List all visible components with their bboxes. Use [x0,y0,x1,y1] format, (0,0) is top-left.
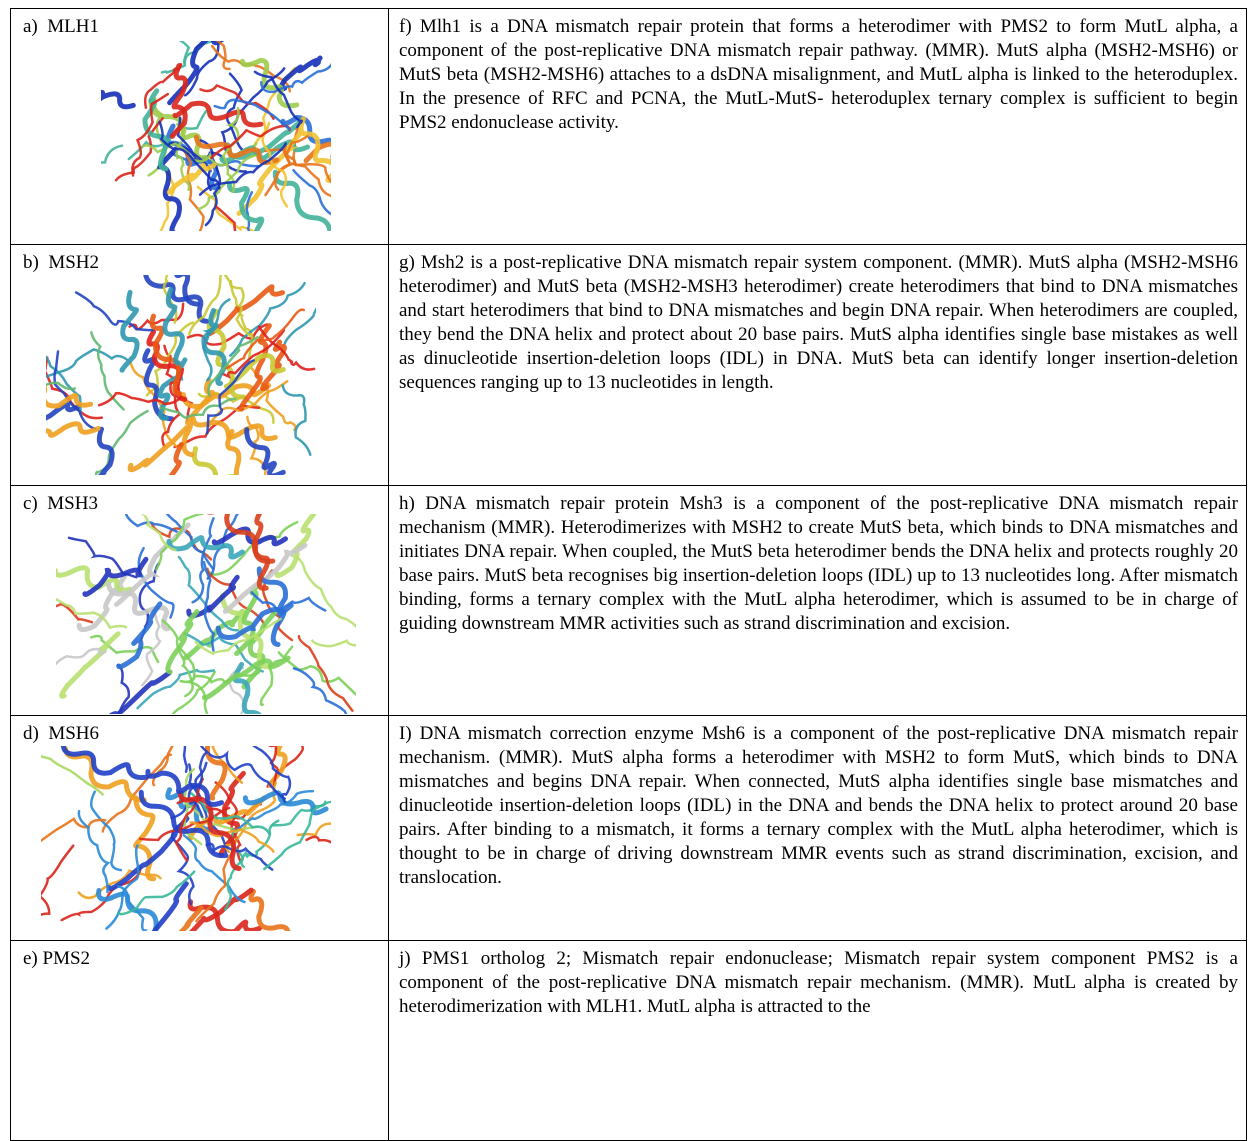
label-cell: c) MSH3 [11,486,389,716]
label-cell: a) MLH1 [11,9,389,245]
ribbon [312,641,356,649]
text-cell: g) Msh2 is a post-replicative DNA mismat… [389,245,1247,486]
ribbon [41,819,105,842]
row-label: b) MSH2 [23,251,99,275]
page: a) MLH1 f) Mlh1 is a DNA mismatch repair… [0,0,1252,1046]
ribbon [251,891,303,931]
ribbon [62,634,118,697]
ribbon [285,146,331,186]
ribbon [117,514,175,550]
text-cell: f) Mlh1 is a DNA mismatch repair protein… [389,9,1247,245]
ribbon [194,449,250,475]
protein-structure [46,275,316,475]
ribbon [91,792,121,870]
description: h) DNA mismatch repair protein Msh3 is a… [399,492,1238,636]
row: e) PMS2 j) PMS1 ortholog 2; Mismatch rep… [11,941,1247,1141]
row-label: c) MSH3 [23,492,98,516]
protein-table: a) MLH1 f) Mlh1 is a DNA mismatch repair… [10,8,1247,1141]
ribbon [101,146,122,192]
row: a) MLH1 f) Mlh1 is a DNA mismatch repair… [11,9,1247,245]
ribbon [41,846,73,923]
row-label: e) PMS2 [23,947,90,971]
row-label: d) MSH6 [23,722,99,746]
label-cell: d) MSH6 [11,716,389,941]
ribbon [283,386,311,455]
description: j) PMS1 ortholog 2; Mismatch repair endo… [399,947,1238,1019]
text-cell: h) DNA mismatch repair protein Msh3 is a… [389,486,1247,716]
row: c) MSH3 h) DNA mismatch repair protein M… [11,486,1247,716]
ribbon [145,884,186,931]
ribbon [261,647,292,705]
row: b) MSH2 g) Msh2 is a post-replicative DN… [11,245,1247,486]
ribbon [292,556,356,627]
description: g) Msh2 is a post-replicative DNA mismat… [399,251,1238,395]
protein-structure [41,746,331,931]
ribbon [76,293,154,331]
ribbon [140,41,188,63]
ribbon [103,755,171,832]
ribbon [81,429,112,475]
row-label: a) MLH1 [23,15,99,39]
label-cell: b) MSH2 [11,245,389,486]
description: f) Mlh1 is a DNA mismatch repair protein… [399,15,1238,135]
ribbon [153,746,187,785]
row: d) MSH6 I) DNA mismatch correction enzym… [11,716,1247,941]
ribbon [101,92,133,106]
ribbon [63,746,146,778]
label-cell: e) PMS2 [11,941,389,1141]
protein-structure [56,514,356,714]
ribbon [91,332,123,409]
text-cell: j) PMS1 ortholog 2; Mismatch repair endo… [389,941,1247,1141]
ribbon [56,568,130,590]
description: I) DNA mismatch correction enzyme Msh6 i… [399,722,1238,890]
text-cell: I) DNA mismatch correction enzyme Msh6 i… [389,716,1247,941]
protein-structure [101,41,331,231]
